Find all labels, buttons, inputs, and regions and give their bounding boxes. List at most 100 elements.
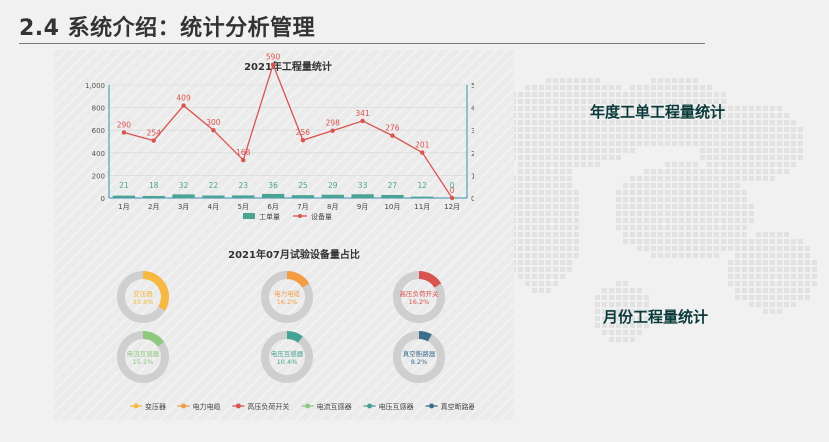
map-dot [546,190,551,195]
map-dot [693,246,698,251]
map-dot [651,246,656,251]
map-dot [700,253,705,258]
map-dot [791,246,796,251]
map-dot [616,281,621,286]
map-dot [651,92,656,97]
map-dot [546,288,551,293]
map-dot [532,211,537,216]
map-dot [630,148,635,153]
map-dot [644,92,649,97]
map-dot [700,239,705,244]
map-dot [553,127,558,132]
map-dot [616,337,621,342]
map-dot [658,204,663,209]
map-dot [784,295,789,300]
map-dot [679,120,684,125]
map-dot [525,176,530,181]
map-dot [777,134,782,139]
map-dot [770,176,775,181]
map-dot [791,120,796,125]
map-dot [672,162,677,167]
map-dot [665,141,670,146]
map-dot [686,190,691,195]
map-dot [679,253,684,258]
map-dot [693,204,698,209]
map-dot [595,134,600,139]
map-dot [777,127,782,132]
map-dot [770,162,775,167]
donut-slice [117,331,169,383]
map-dot [637,176,642,181]
map-dot [518,127,523,132]
map-dot [770,127,775,132]
map-dot [749,169,754,174]
map-dot [637,92,642,97]
map-dot [525,211,530,216]
map-dot [756,288,761,293]
map-dot [812,274,817,279]
map-dot [665,78,670,83]
line-value-label: 590 [266,53,281,62]
map-dot [742,162,747,167]
map-dot [812,267,817,272]
map-dot [525,246,530,251]
map-dot [637,120,642,125]
map-dot [749,239,754,244]
map-dot [518,204,523,209]
map-dot [623,106,628,111]
map-dot [700,141,705,146]
map-dot [749,295,754,300]
bar [142,195,165,198]
map-dot [742,106,747,111]
map-dot [567,85,572,90]
map-dot [518,239,523,244]
map-dot [644,127,649,132]
map-dot [763,127,768,132]
x-tick-label: 7月 [297,203,308,211]
map-dot [644,225,649,230]
map-dot [742,197,747,202]
map-dot [672,141,677,146]
map-dot [763,162,768,167]
map-dot [707,239,712,244]
map-dot [735,113,740,118]
map-dot [784,281,789,286]
map-dot [518,106,523,111]
map-dot [637,127,642,132]
map-dot [595,316,600,321]
map-dot [616,155,621,160]
map-dot [588,85,593,90]
map-dot [644,85,649,90]
bar-value-label: 22 [209,181,219,190]
bar [112,195,136,198]
bar-value-label: 12 [417,181,427,190]
map-dot [525,127,530,132]
y-right-tick-label: 300 [471,127,474,135]
map-dot [518,162,523,167]
map-dot [651,190,656,195]
bar [381,194,404,198]
map-dot [714,99,719,104]
map-dot [679,134,684,139]
map-dot [602,85,607,90]
map-dot [756,141,761,146]
map-dot [630,316,635,321]
map-dot [609,302,614,307]
map-dot [665,183,670,188]
map-dot [518,246,523,251]
map-dot [707,246,712,251]
map-dot [791,155,796,160]
map-dot [735,281,740,286]
donut-name-label: 电流互感器 [127,349,160,358]
map-dot [574,211,579,216]
map-dot [735,232,740,237]
map-dot [644,190,649,195]
map-dot [525,148,530,153]
map-dot [595,85,600,90]
map-dot [644,113,649,118]
map-dot [602,92,607,97]
map-dot [728,281,733,286]
map-dot [686,99,691,104]
map-dot [784,239,789,244]
map-dot [518,169,523,174]
